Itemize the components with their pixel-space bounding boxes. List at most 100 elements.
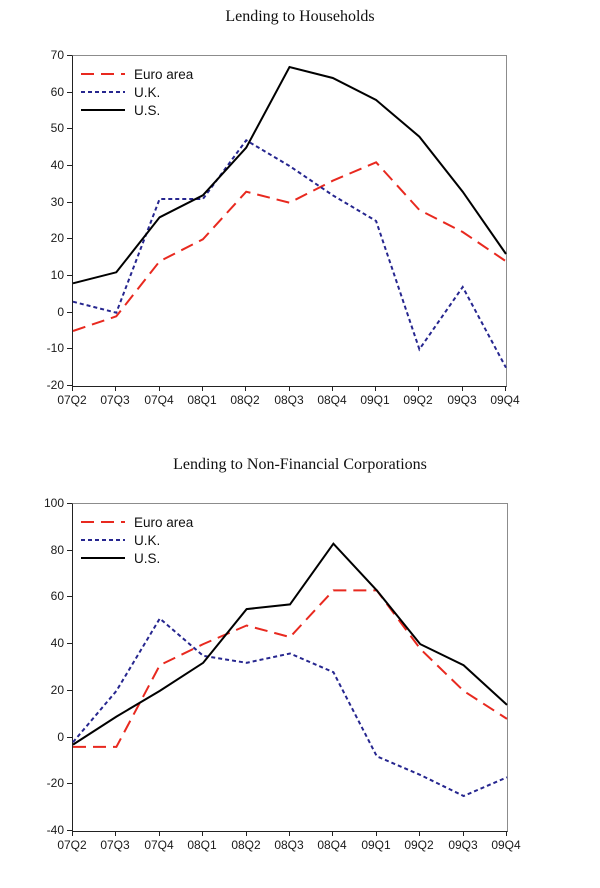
x-axis-tick-label: 07Q3 <box>100 393 130 407</box>
series-line-euro-area <box>73 589 508 748</box>
y-axis-tick <box>67 737 72 738</box>
x-axis-tick <box>419 831 420 836</box>
y-axis-tick-label: -20 <box>46 776 64 790</box>
y-axis-tick-label: -10 <box>46 341 64 355</box>
y-axis-tick <box>67 128 72 129</box>
plot-area-nonfinancial-corporations: Euro area U.K. U.S. <box>72 503 508 832</box>
legend-item: U.K. <box>81 531 193 549</box>
y-axis-tick-label: 0 <box>57 730 64 744</box>
legend-swatch-line <box>81 91 125 93</box>
x-axis-tick-label: 09Q2 <box>403 393 433 407</box>
chart-title-households: Lending to Households <box>225 8 375 25</box>
y-axis-tick-label: 40 <box>50 636 64 650</box>
x-axis-tick <box>506 831 507 836</box>
legend-item: U.K. <box>81 83 193 101</box>
y-axis-tick-label: -40 <box>46 823 64 837</box>
y-axis-tick <box>67 643 72 644</box>
y-axis-tick <box>67 165 72 166</box>
y-axis-tick-label: 30 <box>50 195 64 209</box>
y-axis-tick-label: 10 <box>50 268 64 282</box>
series-line-euro-area <box>72 161 507 332</box>
legend-label: U.K. <box>134 84 161 100</box>
legend-item: U.S. <box>81 101 193 119</box>
series-line-u-s <box>72 542 508 746</box>
x-axis-tick-label: 08Q1 <box>187 838 217 852</box>
legend-label: Euro area <box>134 66 194 82</box>
legend-label: U.S. <box>134 550 161 566</box>
x-axis-tick <box>289 386 290 391</box>
x-axis-tick <box>375 386 376 391</box>
x-axis-tick-label: 08Q3 <box>274 393 304 407</box>
y-axis-tick <box>67 830 72 831</box>
series-line-u-k <box>72 138 507 369</box>
y-axis-tick <box>67 596 72 597</box>
x-axis-tick-label: 08Q1 <box>187 393 217 407</box>
x-axis-tick <box>72 386 73 391</box>
y-axis-tick <box>67 783 72 784</box>
x-axis-tick-label: 07Q2 <box>57 393 87 407</box>
legend: Euro area U.K. U.S. <box>81 65 193 119</box>
y-axis-tick-label: -20 <box>46 378 64 392</box>
x-axis-tick <box>246 831 247 836</box>
x-axis-tick-label: 09Q2 <box>404 838 434 852</box>
y-axis-tick <box>67 348 72 349</box>
legend-item: Euro area <box>81 65 193 83</box>
y-axis-tick <box>67 202 72 203</box>
x-axis-tick <box>159 831 160 836</box>
legend-swatch-line <box>81 109 125 111</box>
legend-swatch-line <box>81 521 125 523</box>
x-axis-tick-label: 09Q1 <box>360 393 390 407</box>
y-axis-tick <box>67 503 72 504</box>
x-axis-tick-label: 07Q2 <box>57 838 87 852</box>
y-axis-tick-label: 70 <box>50 48 64 62</box>
series-canvas <box>72 65 507 369</box>
y-axis-tick-label: 40 <box>50 158 64 172</box>
x-axis-tick-label: 09Q4 <box>490 393 520 407</box>
x-axis-tick <box>289 831 290 836</box>
x-axis-tick <box>115 831 116 836</box>
x-axis-tick <box>332 386 333 391</box>
y-axis-tick <box>67 690 72 691</box>
x-axis-tick <box>202 831 203 836</box>
x-axis-tick <box>202 386 203 391</box>
x-axis-tick-label: 08Q4 <box>317 393 347 407</box>
x-axis-tick <box>463 831 464 836</box>
y-axis-tick-label: 50 <box>50 121 64 135</box>
x-axis-tick-label: 08Q3 <box>274 838 304 852</box>
x-axis-tick <box>159 386 160 391</box>
x-axis-tick <box>245 386 246 391</box>
x-axis-tick <box>115 386 116 391</box>
x-axis-tick <box>462 386 463 391</box>
legend-item: Euro area <box>81 513 193 531</box>
legend-swatch-line <box>81 539 125 541</box>
series-line-u-s <box>72 65 507 285</box>
legend-label: Euro area <box>134 514 194 530</box>
y-axis-tick-label: 0 <box>57 305 64 319</box>
y-axis-tick-label: 20 <box>50 683 64 697</box>
y-axis-tick <box>67 55 72 56</box>
x-axis-tick-label: 09Q3 <box>447 393 477 407</box>
x-axis-tick-label: 07Q4 <box>144 393 174 407</box>
x-axis-tick <box>376 831 377 836</box>
y-axis-tick-label: 60 <box>50 589 64 603</box>
x-axis-tick-label: 09Q1 <box>361 838 391 852</box>
series-line-u-k <box>72 616 508 798</box>
y-axis-tick-label: 100 <box>43 496 64 510</box>
y-axis-tick <box>67 385 72 386</box>
legend-label: U.K. <box>134 532 161 548</box>
x-axis-tick <box>505 386 506 391</box>
legend: Euro area U.K. U.S. <box>81 513 193 567</box>
x-axis-tick-label: 08Q2 <box>231 838 261 852</box>
x-axis-tick <box>72 831 73 836</box>
x-axis-tick-label: 09Q4 <box>491 838 521 852</box>
y-axis-tick <box>67 275 72 276</box>
legend-swatch-line <box>81 73 125 75</box>
x-axis-tick-label: 08Q4 <box>317 838 347 852</box>
x-axis-tick <box>332 831 333 836</box>
legend-swatch-line <box>81 557 125 559</box>
x-axis-tick-label: 07Q3 <box>100 838 130 852</box>
x-axis-tick-label: 09Q3 <box>448 838 478 852</box>
x-axis-tick <box>418 386 419 391</box>
y-axis-tick-label: 20 <box>50 231 64 245</box>
